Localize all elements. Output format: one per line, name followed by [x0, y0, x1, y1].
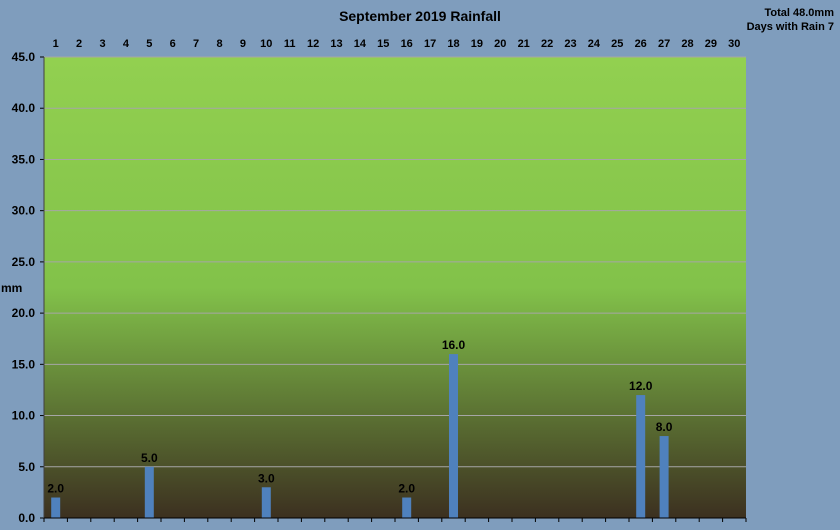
x-tick-label: 14 — [354, 38, 367, 50]
y-tick-label: 25.0 — [12, 255, 36, 269]
x-tick-label: 11 — [284, 38, 296, 50]
x-tick-label: 8 — [216, 38, 222, 50]
bar-day-5 — [144, 466, 154, 518]
x-tick-label: 22 — [541, 38, 553, 50]
y-tick-label: 45.0 — [12, 50, 36, 64]
x-tick-label: 24 — [588, 38, 601, 50]
data-label: 2.0 — [398, 482, 415, 496]
bar-day-18 — [449, 354, 458, 518]
x-tick-label: 30 — [728, 38, 740, 50]
x-tick-label: 2 — [76, 38, 82, 50]
x-tick-label: 25 — [611, 38, 623, 50]
bars — [51, 354, 669, 518]
y-tick-label: 15.0 — [12, 357, 36, 371]
x-tick-label: 10 — [260, 38, 272, 50]
bar-day-16 — [402, 497, 412, 518]
y-tick-label: 40.0 — [12, 101, 36, 115]
y-tick-label: 20.0 — [12, 306, 36, 320]
bar-day-27 — [659, 436, 669, 518]
x-tick-label: 26 — [635, 38, 647, 50]
x-tick-label: 1 — [53, 38, 59, 50]
bar-day-10 — [261, 487, 271, 518]
data-labels: 2.0 5.0 3.0 2.0 16.0 12.0 8.0 — [47, 338, 672, 495]
x-tick-label: 20 — [494, 38, 506, 50]
x-axis: 1 2 3 4 5 6 7 8 9 10 11 12 13 14 15 16 17 18 19 20 21 22 23 24 2… — [43, 38, 747, 522]
gridlines — [44, 56, 746, 519]
y-tick-label: 5.0 — [18, 460, 35, 474]
x-tick-label: 6 — [170, 38, 176, 50]
plot-area — [44, 57, 746, 518]
x-tick-label: 17 — [424, 38, 436, 50]
bar-day-1 — [51, 497, 61, 518]
y-axis-label: mm — [1, 281, 22, 295]
y-tick-label: 10.0 — [12, 409, 36, 423]
y-tick-label: 35.0 — [12, 152, 36, 166]
x-tick-label: 23 — [564, 38, 576, 50]
y-tick-label: 0.0 — [18, 511, 35, 525]
x-tick-label: 5 — [146, 38, 152, 50]
x-tick-label: 27 — [658, 38, 670, 50]
data-label: 12.0 — [629, 379, 653, 393]
x-tick-label: 7 — [193, 38, 199, 50]
x-tick-label: 9 — [240, 38, 246, 50]
x-tick-label: 12 — [307, 38, 319, 50]
x-tick-label: 19 — [471, 38, 483, 50]
x-tick-label: 13 — [330, 38, 342, 50]
x-tick-label: 15 — [377, 38, 389, 50]
x-tick-label: 28 — [681, 38, 693, 50]
chart-title: September 2019 Rainfall — [339, 8, 501, 24]
x-tick-label: 18 — [447, 38, 459, 50]
x-tick-label: 16 — [401, 38, 413, 50]
data-label: 16.0 — [442, 338, 466, 352]
x-tick-label: 4 — [123, 38, 130, 50]
data-label: 2.0 — [47, 482, 64, 496]
y-axis: 0.0 5.0 10.0 15.0 20.0 25.0 30.0 35.0 40.0 45.0 — [12, 50, 45, 525]
bar-day-26 — [636, 395, 646, 518]
days-with-rain-label: Days with Rain 7 — [746, 21, 834, 33]
y-tick-label: 30.0 — [12, 204, 36, 218]
data-label: 8.0 — [656, 420, 673, 434]
total-rainfall-label: Total 48.0mm — [764, 7, 835, 19]
x-tick-label: 21 — [518, 38, 530, 50]
x-tick-label: 29 — [705, 38, 717, 50]
data-label: 3.0 — [258, 471, 275, 485]
data-label: 5.0 — [141, 451, 158, 465]
x-tick-label: 3 — [99, 38, 105, 50]
